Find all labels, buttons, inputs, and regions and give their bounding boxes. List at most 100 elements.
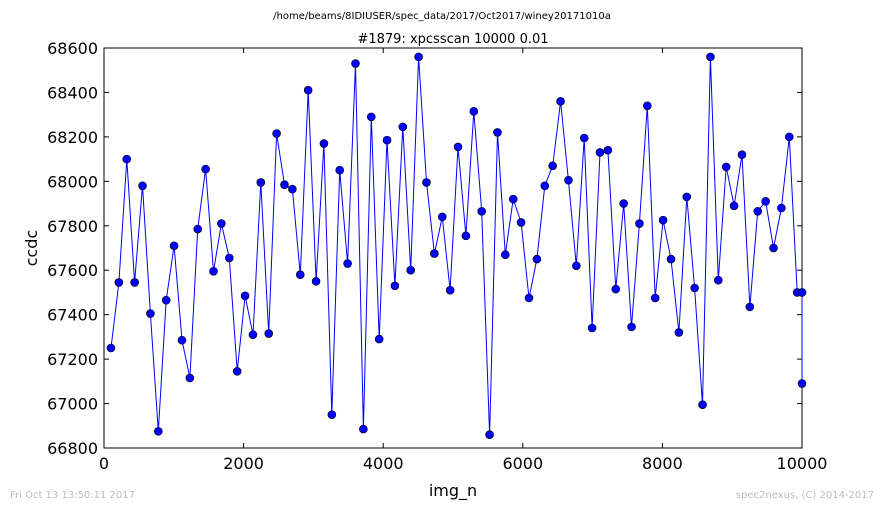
data-point bbox=[240, 291, 250, 301]
footer-credit: spec2nexus, (C) 2014-2017 bbox=[736, 490, 874, 501]
data-point bbox=[737, 150, 747, 159]
y-tick-label: 66800 bbox=[47, 439, 98, 458]
data-point bbox=[769, 243, 778, 253]
series-line bbox=[110, 56, 803, 435]
chart-title: #1879: xpcsscan 10000 0.01 bbox=[357, 32, 548, 47]
y-tick-label: 67400 bbox=[47, 306, 98, 325]
data-point bbox=[501, 250, 510, 259]
data-point bbox=[493, 128, 502, 137]
data-point bbox=[579, 133, 589, 143]
data-point bbox=[169, 241, 179, 251]
data-point bbox=[272, 129, 281, 138]
data-point bbox=[690, 283, 699, 293]
plot-area bbox=[103, 47, 803, 449]
data-point bbox=[414, 52, 423, 62]
data-point bbox=[422, 178, 431, 187]
data-point bbox=[485, 430, 494, 439]
data-point bbox=[445, 285, 455, 295]
data-point bbox=[406, 265, 416, 275]
data-point bbox=[351, 59, 360, 68]
data-point bbox=[753, 207, 763, 216]
data-point bbox=[627, 322, 636, 332]
data-point bbox=[430, 249, 439, 258]
data-point bbox=[146, 309, 155, 318]
data-point bbox=[295, 270, 305, 279]
data-point bbox=[611, 284, 621, 294]
data-point bbox=[366, 112, 376, 122]
data-point bbox=[706, 52, 715, 62]
data-point bbox=[154, 427, 163, 436]
data-point bbox=[532, 254, 542, 264]
data-point bbox=[106, 343, 116, 353]
data-point bbox=[224, 253, 234, 263]
y-tick-labels: 66800 67000 67200 67400 67600 67800 68000 68200… bbox=[47, 39, 98, 458]
data-point bbox=[666, 254, 676, 264]
footer-timestamp: Fri Oct 13 13:50:11 2017 bbox=[10, 490, 135, 501]
data-point bbox=[540, 181, 550, 191]
data-point bbox=[721, 162, 731, 172]
data-point bbox=[374, 334, 384, 344]
data-point bbox=[761, 197, 770, 206]
data-point bbox=[650, 293, 660, 303]
data-point bbox=[138, 181, 147, 191]
data-point bbox=[516, 218, 526, 227]
x-tick-label: 0 bbox=[99, 454, 109, 473]
data-point bbox=[398, 122, 408, 132]
data-point bbox=[603, 145, 613, 155]
data-point bbox=[114, 278, 124, 287]
data-point bbox=[390, 281, 400, 291]
data-point bbox=[343, 259, 352, 268]
data-point bbox=[682, 192, 692, 202]
data-point bbox=[635, 219, 644, 228]
data-point bbox=[264, 329, 274, 338]
x-tick-label: 8000 bbox=[642, 454, 683, 473]
data-point bbox=[548, 161, 557, 171]
y-tick-label: 68600 bbox=[47, 39, 98, 58]
plot-frame bbox=[103, 47, 803, 449]
data-point bbox=[595, 148, 605, 157]
x-tick-label: 10000 bbox=[777, 454, 828, 473]
data-point bbox=[177, 335, 187, 345]
data-point bbox=[209, 267, 218, 276]
x-tick-label: 6000 bbox=[502, 454, 543, 473]
x-tick-labels: 0 2000 4000 6000 8000 10000 bbox=[99, 454, 828, 473]
data-point bbox=[556, 97, 565, 106]
data-point bbox=[797, 379, 807, 388]
chart-suptitle: /home/beams/8IDIUSER/spec_data/2017/Oct2… bbox=[273, 11, 611, 22]
x-tick-label: 4000 bbox=[363, 454, 404, 473]
data-point bbox=[319, 139, 329, 148]
data-point bbox=[461, 231, 471, 241]
data-point bbox=[524, 293, 534, 303]
data-point bbox=[130, 278, 139, 287]
data-point bbox=[508, 194, 518, 204]
data-point bbox=[185, 373, 195, 383]
data-point bbox=[335, 165, 345, 175]
data-point bbox=[745, 302, 755, 312]
data-point bbox=[658, 215, 668, 225]
data-point bbox=[280, 180, 289, 189]
y-tick-label: 68200 bbox=[47, 128, 98, 147]
data-point bbox=[729, 201, 739, 211]
data-point bbox=[256, 178, 266, 187]
data-point bbox=[193, 224, 203, 234]
data-point bbox=[232, 367, 242, 376]
data-point bbox=[201, 164, 210, 174]
data-point bbox=[327, 410, 337, 419]
x-axis-label: img_n bbox=[429, 481, 477, 501]
data-point bbox=[477, 207, 486, 216]
data-point bbox=[714, 275, 723, 285]
data-point bbox=[572, 261, 581, 271]
data-point bbox=[161, 295, 171, 305]
data-point bbox=[643, 101, 652, 111]
x-tick-label: 2000 bbox=[223, 454, 264, 473]
data-point bbox=[303, 85, 313, 95]
y-tick-label: 67200 bbox=[47, 350, 98, 369]
data-point bbox=[382, 135, 392, 145]
data-point bbox=[784, 132, 794, 142]
data-point bbox=[311, 277, 321, 286]
data-point bbox=[564, 175, 573, 185]
data-point bbox=[674, 328, 684, 337]
y-tick-label: 68400 bbox=[47, 83, 98, 102]
y-tick-label: 67600 bbox=[47, 261, 98, 280]
